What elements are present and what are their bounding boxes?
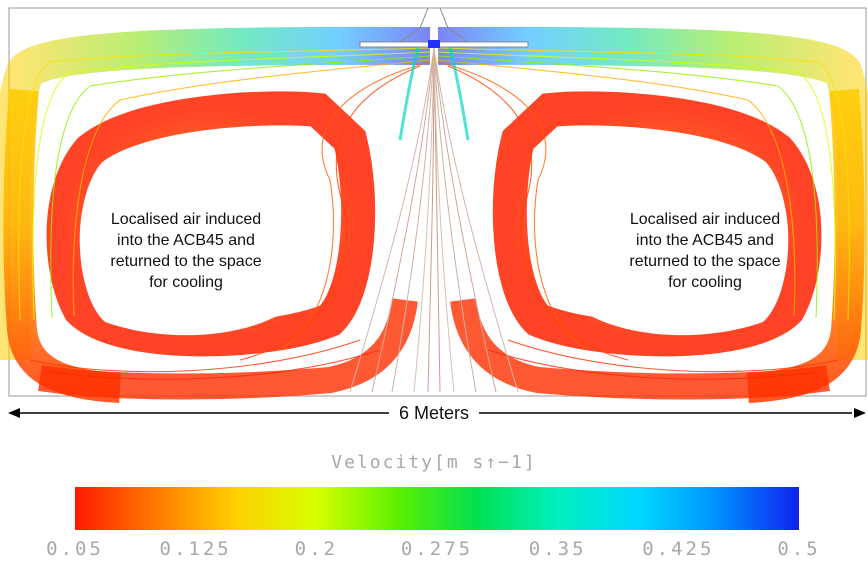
colorbar-tick-label: 0.125 [159, 538, 232, 560]
central-jet [349, 47, 519, 393]
colorbar-tick-label: 0.5 [777, 538, 821, 560]
annotation-left-line: for cooling [149, 274, 223, 291]
velocity-colorbar [75, 487, 799, 530]
annotation-right-line: into the ACB45 and [636, 232, 774, 249]
annotation-right-line: for cooling [668, 274, 742, 291]
scale-label: 6 Meters [389, 401, 479, 425]
streamline-plot [0, 7, 868, 418]
annotation-left-line: returned to the space [110, 253, 262, 270]
annotation-right: Localised air induced into the ACB45 and… [605, 209, 805, 293]
annotation-left-line: Localised air induced [110, 211, 262, 228]
colorbar-tick-label: 0.275 [400, 538, 474, 560]
colorbar-tick-label: 0.2 [294, 538, 338, 560]
legend-title: Velocity[m s↑−1] [331, 452, 537, 473]
colorbar-tick-label: 0.35 [528, 538, 587, 560]
annotation-left: Localised air induced into the ACB45 and… [86, 209, 286, 293]
annotation-left-line: into the ACB45 and [117, 232, 255, 249]
annotation-right-line: returned to the space [629, 253, 781, 270]
annotation-right-line: Localised air induced [629, 211, 781, 228]
left-vortex [0, 26, 431, 403]
colorbar-tick-label: 0.05 [46, 538, 104, 560]
colorbar-tick-label: 0.425 [642, 538, 715, 560]
right-vortex [437, 26, 868, 403]
acb45-diffuser [359, 7, 529, 48]
